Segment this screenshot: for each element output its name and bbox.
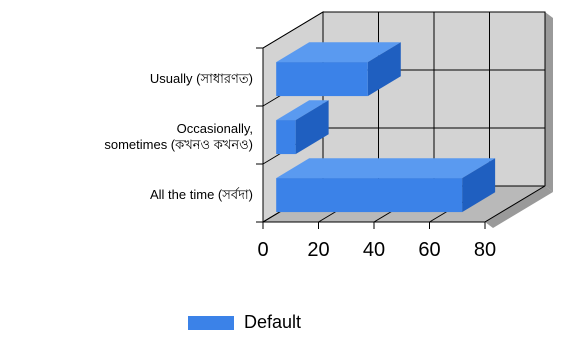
gridline-floor [484,185,546,223]
legend-label: Default [244,312,302,332]
bar-side [295,100,329,155]
x-tick-labels: 0 20 40 60 80 [257,239,496,261]
x-tick-label: 0 [257,239,268,261]
category-label: All the time (সর্বদা) [150,187,253,202]
chart-bars [276,42,496,213]
bar-side [367,42,401,97]
bar-chart-3d: Usually (সাধারণত) Occasionally,sometimes … [104,11,553,261]
category-labels: Usually (সাধারণত) Occasionally,sometimes … [104,71,253,202]
x-tick-label: 20 [307,239,329,261]
floor-shadow [485,186,553,228]
legend: Default [188,312,301,333]
category-label: Occasionally, [177,121,253,136]
category-label: sometimes (কখনও কখনও) [104,137,253,152]
bar-side [462,158,496,213]
bar-top [276,100,329,121]
gridline-left-wall [262,11,324,49]
x-tick-label: 40 [363,239,385,261]
x-tick-label: 60 [418,239,440,261]
bar-top [276,42,401,63]
legend-swatch [188,315,234,330]
wall-shadow [545,12,553,192]
x-tick-label: 80 [474,239,496,261]
bar-top [276,158,496,179]
category-label: Usually (সাধারণত) [150,71,253,86]
bar [276,178,463,213]
bar [276,62,368,97]
bar [276,120,296,155]
